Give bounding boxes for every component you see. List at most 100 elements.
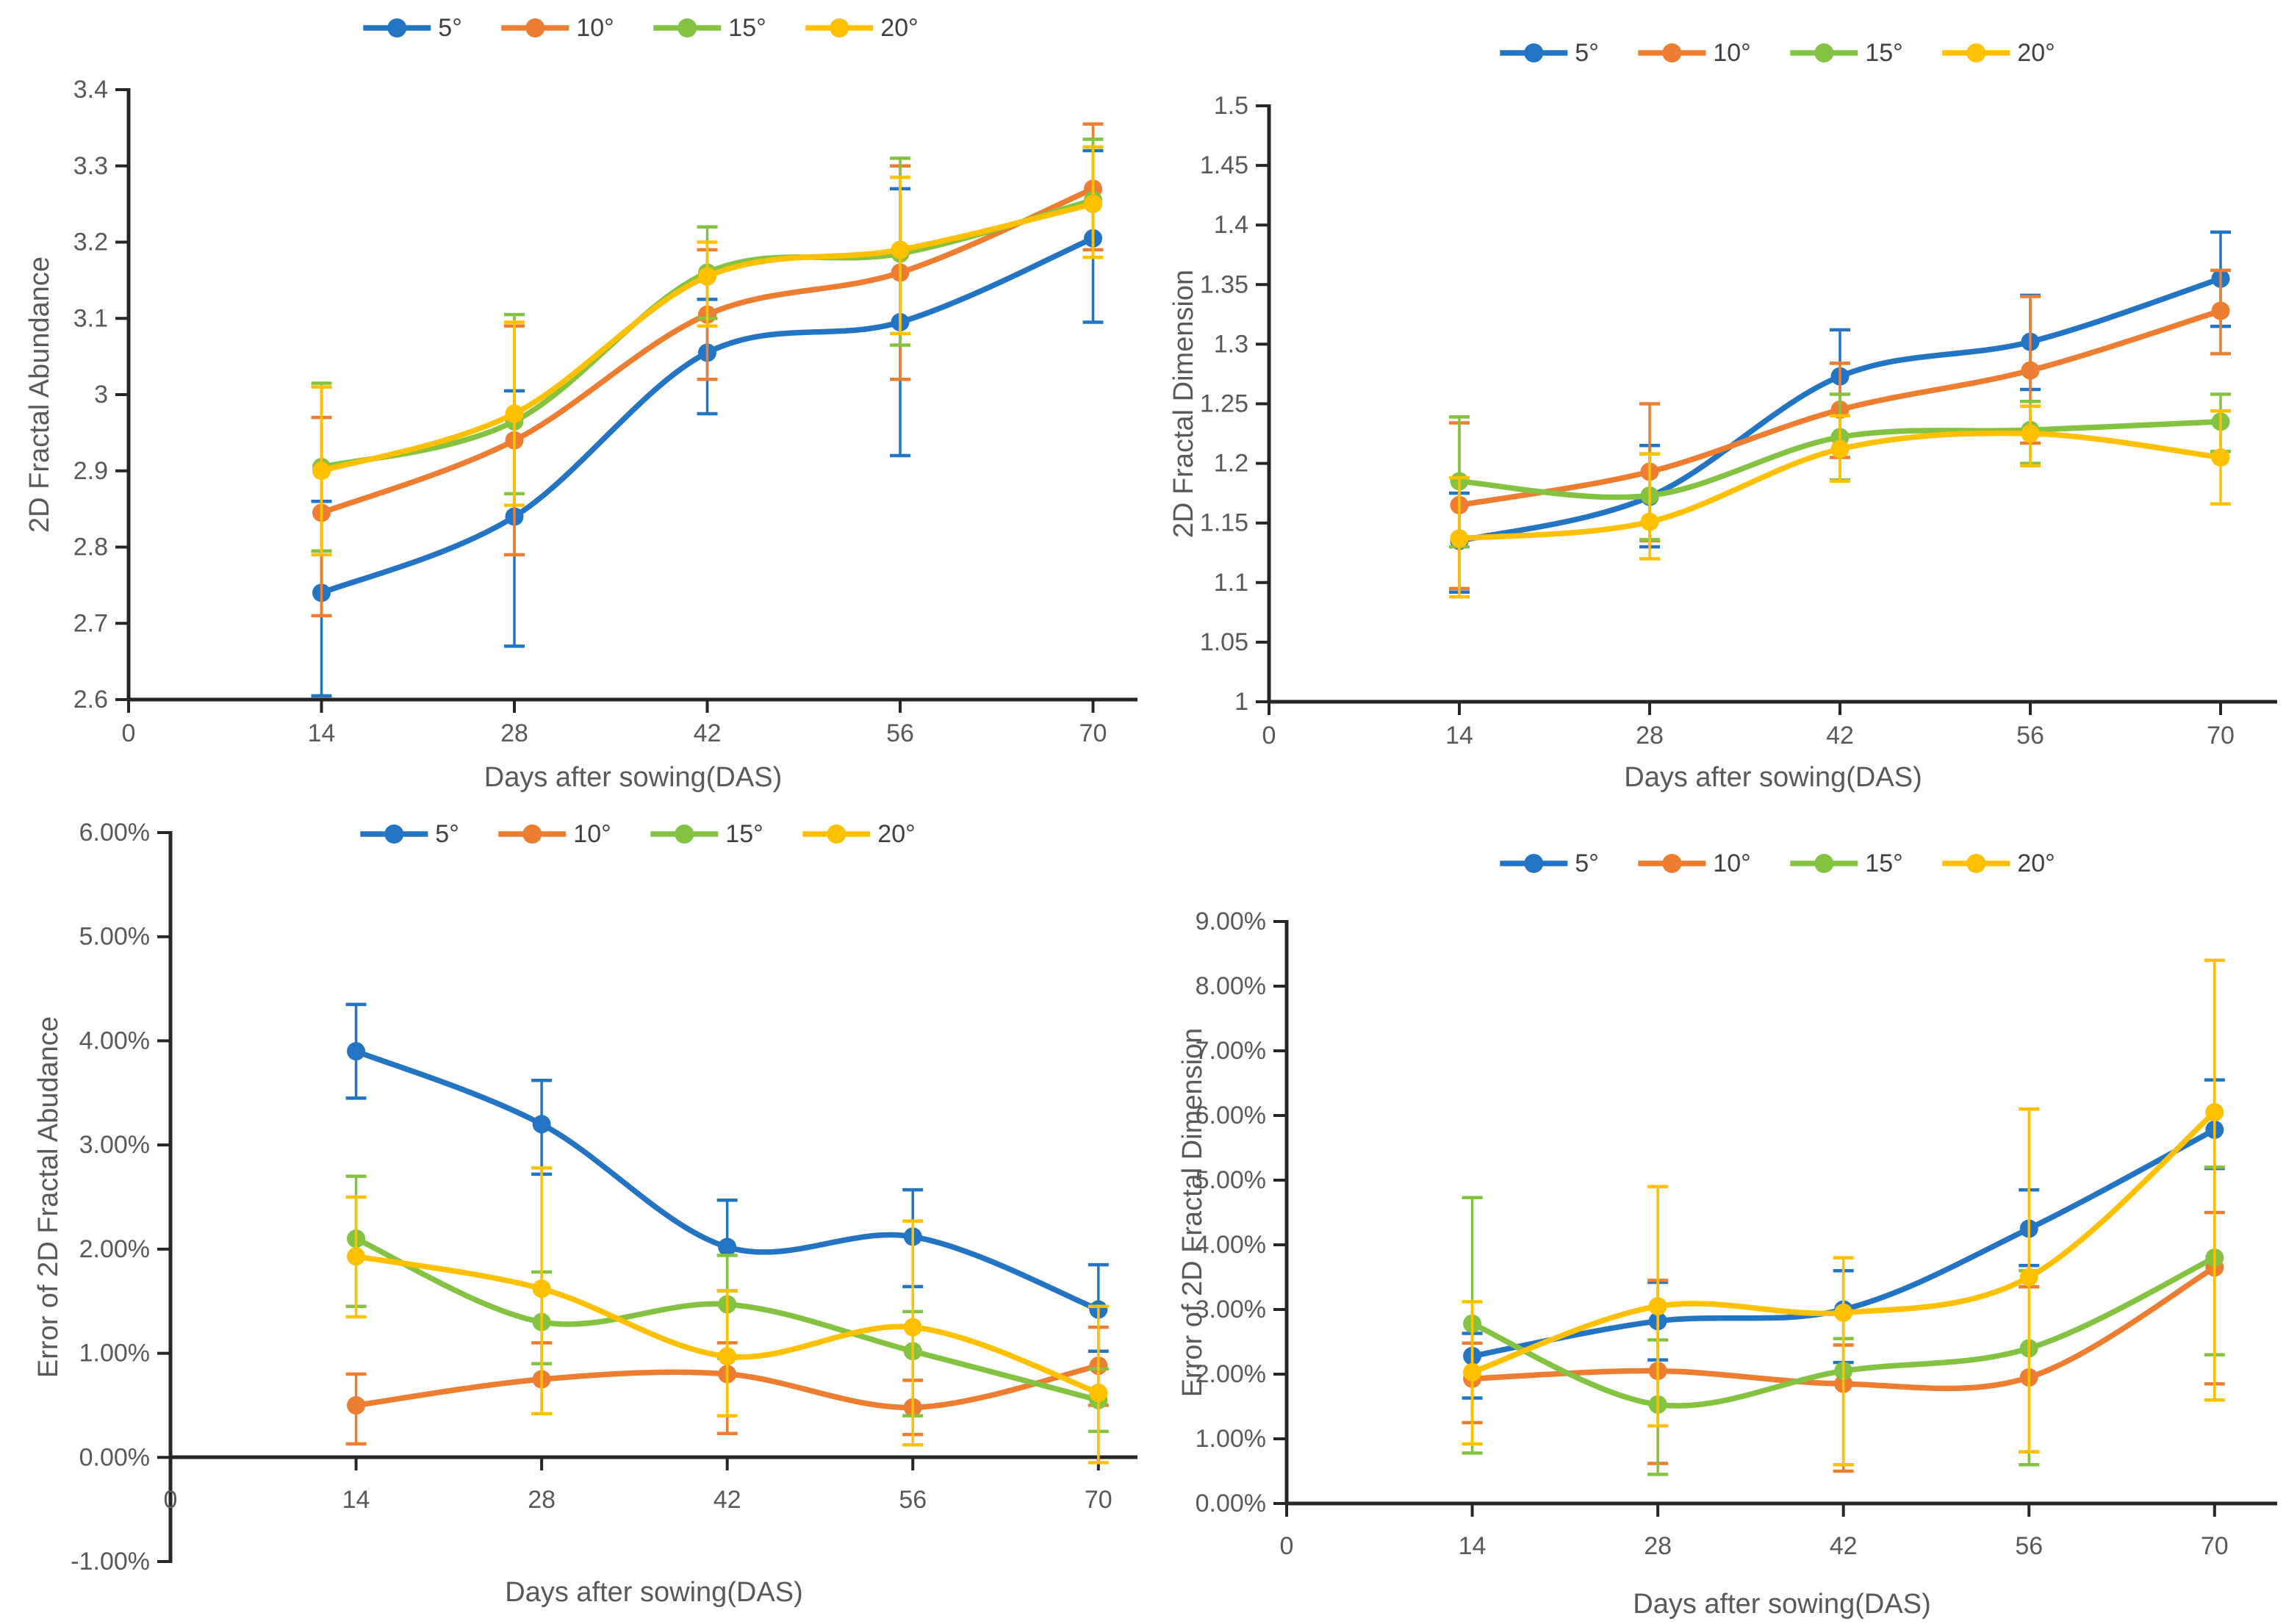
- axes: [126, 88, 1137, 702]
- y-tick-label: 2.6: [73, 686, 108, 714]
- legend-label: 20°: [2017, 39, 2055, 67]
- y-tick-label: -1.00%: [71, 1548, 150, 1576]
- y-tick-label: 8.00%: [1196, 972, 1266, 1000]
- x-ticks: 0 14 28 42 56 70: [1280, 1503, 2229, 1560]
- legend-dot-icon: [677, 18, 697, 37]
- x-tick-label: 70: [2207, 722, 2235, 750]
- data-point-marker: [2021, 361, 2040, 380]
- x-tick-label: 42: [714, 1486, 741, 1514]
- data-point-marker: [2021, 424, 2040, 443]
- x-tick-label: 14: [1445, 722, 1473, 750]
- data-point-marker: [347, 1395, 366, 1415]
- data-point-marker: [532, 1115, 551, 1134]
- x-tick-label: 0: [1262, 722, 1276, 750]
- y-tick-label: 2.9: [73, 457, 108, 485]
- y-tick-label: 1.25: [1200, 390, 1248, 418]
- x-tick-label: 28: [1636, 722, 1664, 750]
- y-tick-label: 4.00%: [79, 1027, 150, 1054]
- axes: [1284, 920, 2277, 1506]
- y-tick-label: 1.5: [1214, 92, 1248, 120]
- legend-label: 15°: [725, 820, 763, 848]
- y-tick-label: 0.00%: [1196, 1490, 1266, 1517]
- legend: 5° 10° 15° 20°: [1500, 39, 2055, 67]
- y-tick-label: 3.1: [73, 304, 108, 332]
- x-tick-label: 70: [1085, 1486, 1113, 1514]
- y-axis-title: Error of 2D Fractal Dimension: [1177, 1028, 1208, 1398]
- chart-error-2d-fractal-dimension: 9.00% 8.00% 7.00% 6.00% 5.00% 4.00% 3.00% 2.00%…: [1143, 812, 2286, 1624]
- data-point-marker: [1830, 439, 1850, 459]
- legend-item-20°: 20°: [1942, 39, 2055, 67]
- y-tick-label: 3.2: [73, 229, 108, 256]
- y-ticks: 6.00% 5.00% 4.00% 3.00% 2.00% 1.00% 0.00% -1.00…: [71, 819, 170, 1576]
- data-point-marker: [1648, 1297, 1667, 1316]
- y-ticks: 1.5 1.45 1.4 1.35 1.3 1.25 1.2 1.15 1.1 1.05 1: [1200, 92, 1269, 716]
- legend-dot-icon: [387, 18, 407, 37]
- legend-item-10°: 10°: [501, 14, 614, 42]
- y-tick-label: 1.00%: [79, 1340, 150, 1368]
- legend-label: 10°: [1713, 39, 1750, 67]
- chart-2d-fractal-abundance-canvas: 3.4 3.3 3.2 3.1 3 2.9 2.8 2.7 2.6 0 14 28 42 56 70 2D F…: [24, 14, 1137, 793]
- y-tick-label: 1: [1234, 688, 1248, 716]
- data-point-marker: [1834, 1303, 1853, 1322]
- legend-label: 15°: [1865, 39, 1902, 67]
- legend-item-20°: 20°: [805, 14, 919, 42]
- legend-dot-icon: [675, 824, 694, 844]
- x-tick-label: 42: [694, 719, 722, 747]
- series-20°: [311, 145, 1104, 557]
- legend-dot-icon: [522, 824, 542, 844]
- y-tick-label: 2.8: [73, 533, 108, 561]
- chart-2d-fractal-abundance: 3.4 3.3 3.2 3.1 3 2.9 2.8 2.7 2.6 0 14 28 42 56 70 2D F…: [0, 0, 1143, 812]
- data-point-marker: [698, 267, 716, 286]
- legend-label: 5°: [435, 820, 459, 848]
- legend-dot-icon: [1814, 854, 1834, 873]
- y-tick-label: 0.00%: [79, 1443, 150, 1471]
- y-tick-label: 1.00%: [1196, 1425, 1266, 1453]
- y-tick-label: 1.3: [1214, 330, 1248, 358]
- chart-2d-fractal-dimension: 1.5 1.45 1.4 1.35 1.3 1.25 1.2 1.15 1.1 1.05 1 0 14 2…: [1143, 0, 2286, 812]
- x-tick-label: 42: [1826, 722, 1854, 750]
- legend: 5° 10° 15° 20°: [1500, 849, 2055, 877]
- y-tick-label: 1.4: [1214, 211, 1248, 239]
- y-tick-label: 2.7: [73, 609, 108, 637]
- data-point-marker: [718, 1237, 737, 1257]
- data-point-marker: [1450, 529, 1469, 548]
- legend-label: 20°: [2017, 849, 2055, 877]
- legend-label: 5°: [1575, 849, 1599, 877]
- legend-dot-icon: [1814, 43, 1834, 62]
- x-tick-label: 28: [1644, 1532, 1672, 1560]
- x-tick-label: 0: [164, 1486, 178, 1514]
- legend-item-10°: 10°: [498, 820, 611, 848]
- y-tick-label: 5.00%: [79, 923, 150, 951]
- y-axis-title: 2D Fractal Dimension: [1168, 270, 1199, 538]
- data-point-marker: [347, 1042, 366, 1061]
- x-ticks: 0 14 28 42 56 70: [164, 1457, 1113, 1514]
- y-axis-title: Error of 2D Fractal Abudance: [33, 1016, 64, 1378]
- axes: [1267, 104, 2277, 704]
- legend-item-15°: 15°: [1790, 39, 1903, 67]
- legend-label: 10°: [573, 820, 611, 848]
- legend-label: 10°: [576, 14, 614, 42]
- y-tick-label: 1.2: [1214, 450, 1248, 478]
- series-20°: [1449, 404, 2231, 599]
- y-tick-label: 3.00%: [79, 1131, 150, 1159]
- legend-label: 20°: [877, 820, 915, 848]
- legend-item-15°: 15°: [1790, 849, 1903, 877]
- x-tick-label: 42: [1830, 1532, 1858, 1560]
- legend-dot-icon: [827, 824, 847, 844]
- x-tick-label: 56: [899, 1486, 927, 1514]
- chart-error-2d-fractal-abundance: 6.00% 5.00% 4.00% 3.00% 2.00% 1.00% 0.00% -1.00…: [0, 812, 1143, 1624]
- y-tick-label: 1.35: [1200, 270, 1248, 298]
- y-tick-label: 4.00%: [1196, 1231, 1266, 1259]
- legend-item-10°: 10°: [1638, 39, 1751, 67]
- y-tick-label: 1.45: [1200, 151, 1248, 179]
- error-bars: [1449, 404, 2231, 599]
- legend-dot-icon: [384, 824, 404, 844]
- y-tick-label: 3.4: [73, 76, 108, 104]
- y-tick-label: 1.15: [1200, 509, 1248, 537]
- legend-label: 5°: [438, 14, 462, 42]
- y-axis-title: 2D Fractal Abundance: [24, 256, 55, 533]
- y-tick-label: 2.00%: [1196, 1360, 1266, 1388]
- legend-item-10°: 10°: [1638, 849, 1751, 877]
- data-point-marker: [1640, 512, 1659, 531]
- legend-item-20°: 20°: [1942, 849, 2055, 877]
